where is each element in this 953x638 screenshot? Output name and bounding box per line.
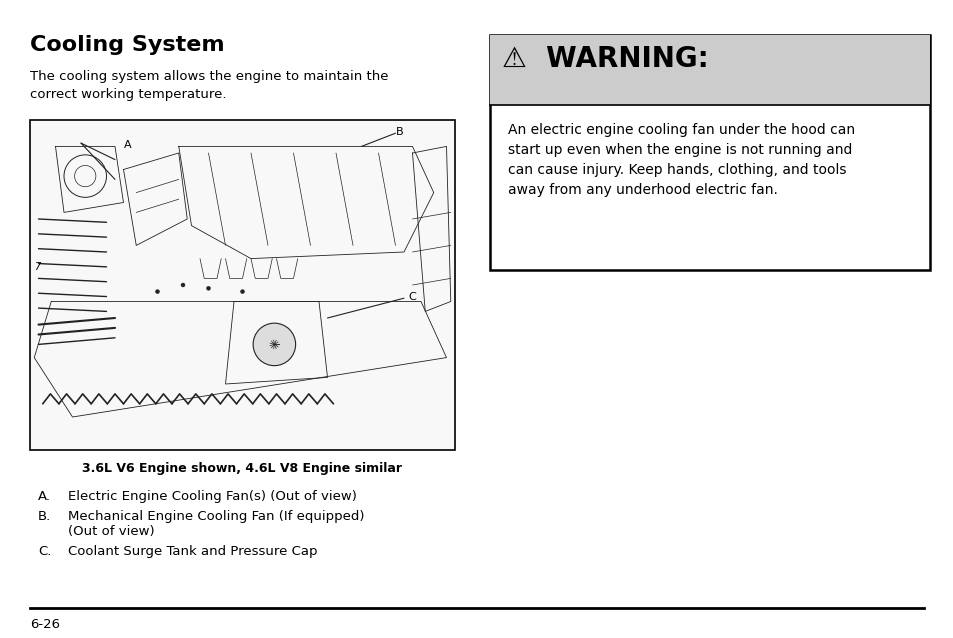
Text: The cooling system allows the engine to maintain the
correct working temperature: The cooling system allows the engine to … xyxy=(30,70,388,101)
Circle shape xyxy=(253,323,295,366)
Text: Coolant Surge Tank and Pressure Cap: Coolant Surge Tank and Pressure Cap xyxy=(68,545,317,558)
Bar xyxy=(490,35,929,105)
Text: A: A xyxy=(123,140,131,150)
Circle shape xyxy=(240,290,244,293)
Text: B.: B. xyxy=(38,510,51,523)
Text: An electric engine cooling fan under the hood can
start up even when the engine : An electric engine cooling fan under the… xyxy=(507,123,854,197)
Text: 6-26: 6-26 xyxy=(30,618,60,631)
Text: ⚠  WARNING:: ⚠ WARNING: xyxy=(501,45,708,73)
Bar xyxy=(490,35,929,270)
Text: C.: C. xyxy=(38,545,51,558)
Circle shape xyxy=(206,286,211,290)
Circle shape xyxy=(181,283,185,287)
Text: Electric Engine Cooling Fan(s) (Out of view): Electric Engine Cooling Fan(s) (Out of v… xyxy=(68,490,356,503)
Text: B: B xyxy=(395,126,403,137)
Text: Cooling System: Cooling System xyxy=(30,35,224,55)
Text: C: C xyxy=(408,292,416,302)
Text: A.: A. xyxy=(38,490,51,503)
Text: 7: 7 xyxy=(34,262,40,272)
Bar xyxy=(30,120,455,450)
Text: 3.6L V6 Engine shown, 4.6L V8 Engine similar: 3.6L V6 Engine shown, 4.6L V8 Engine sim… xyxy=(82,462,402,475)
Circle shape xyxy=(155,290,159,293)
Bar xyxy=(30,120,455,450)
Text: (Out of view): (Out of view) xyxy=(68,525,154,538)
Text: Mechanical Engine Cooling Fan (If equipped): Mechanical Engine Cooling Fan (If equipp… xyxy=(68,510,364,523)
